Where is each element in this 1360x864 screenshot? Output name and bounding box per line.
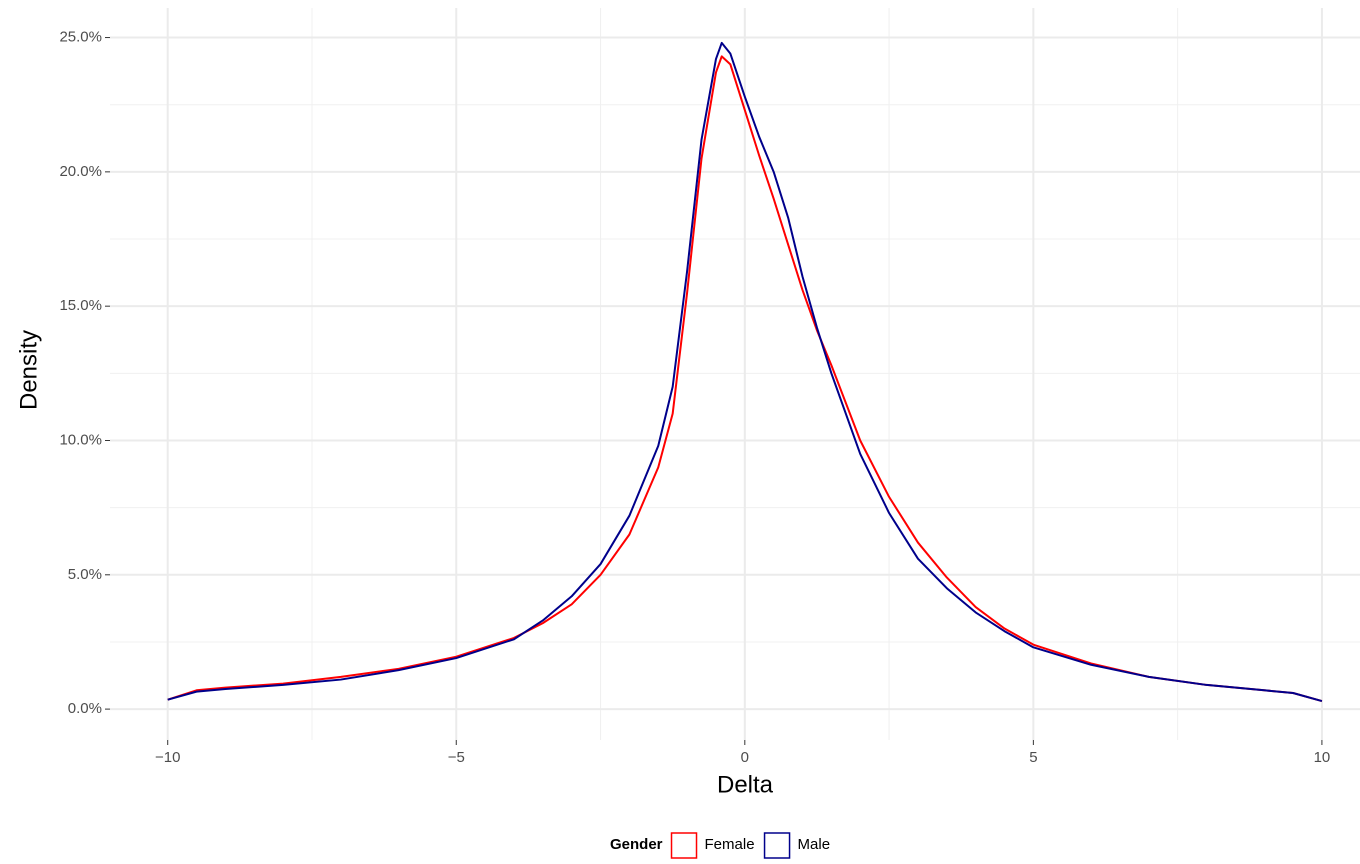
legend-title: Gender	[610, 836, 663, 853]
y-tick-label: 10.0%	[59, 431, 102, 448]
x-tick-label: −10	[155, 749, 180, 766]
y-tick-label: 20.0%	[59, 163, 102, 180]
x-tick-label: −5	[448, 749, 465, 766]
y-axis-title: Density	[15, 330, 42, 410]
x-tick-label: 10	[1314, 749, 1331, 766]
legend-key	[670, 832, 698, 859]
y-tick-label: 5.0%	[68, 566, 102, 583]
x-axis-title: Delta	[717, 771, 774, 798]
legend-label: Male	[798, 836, 831, 853]
x-tick-label: 5	[1029, 749, 1037, 766]
y-tick-label: 25.0%	[59, 29, 102, 46]
y-tick-label: 0.0%	[68, 700, 102, 717]
density-line	[167, 41, 1323, 703]
y-tick-label: 15.0%	[59, 297, 102, 314]
density-line	[167, 55, 1323, 703]
x-tick-label: 0	[741, 749, 749, 766]
legend: Gender Female Male	[610, 832, 831, 859]
legend-key	[763, 832, 791, 859]
legend-label: Female	[705, 836, 755, 853]
